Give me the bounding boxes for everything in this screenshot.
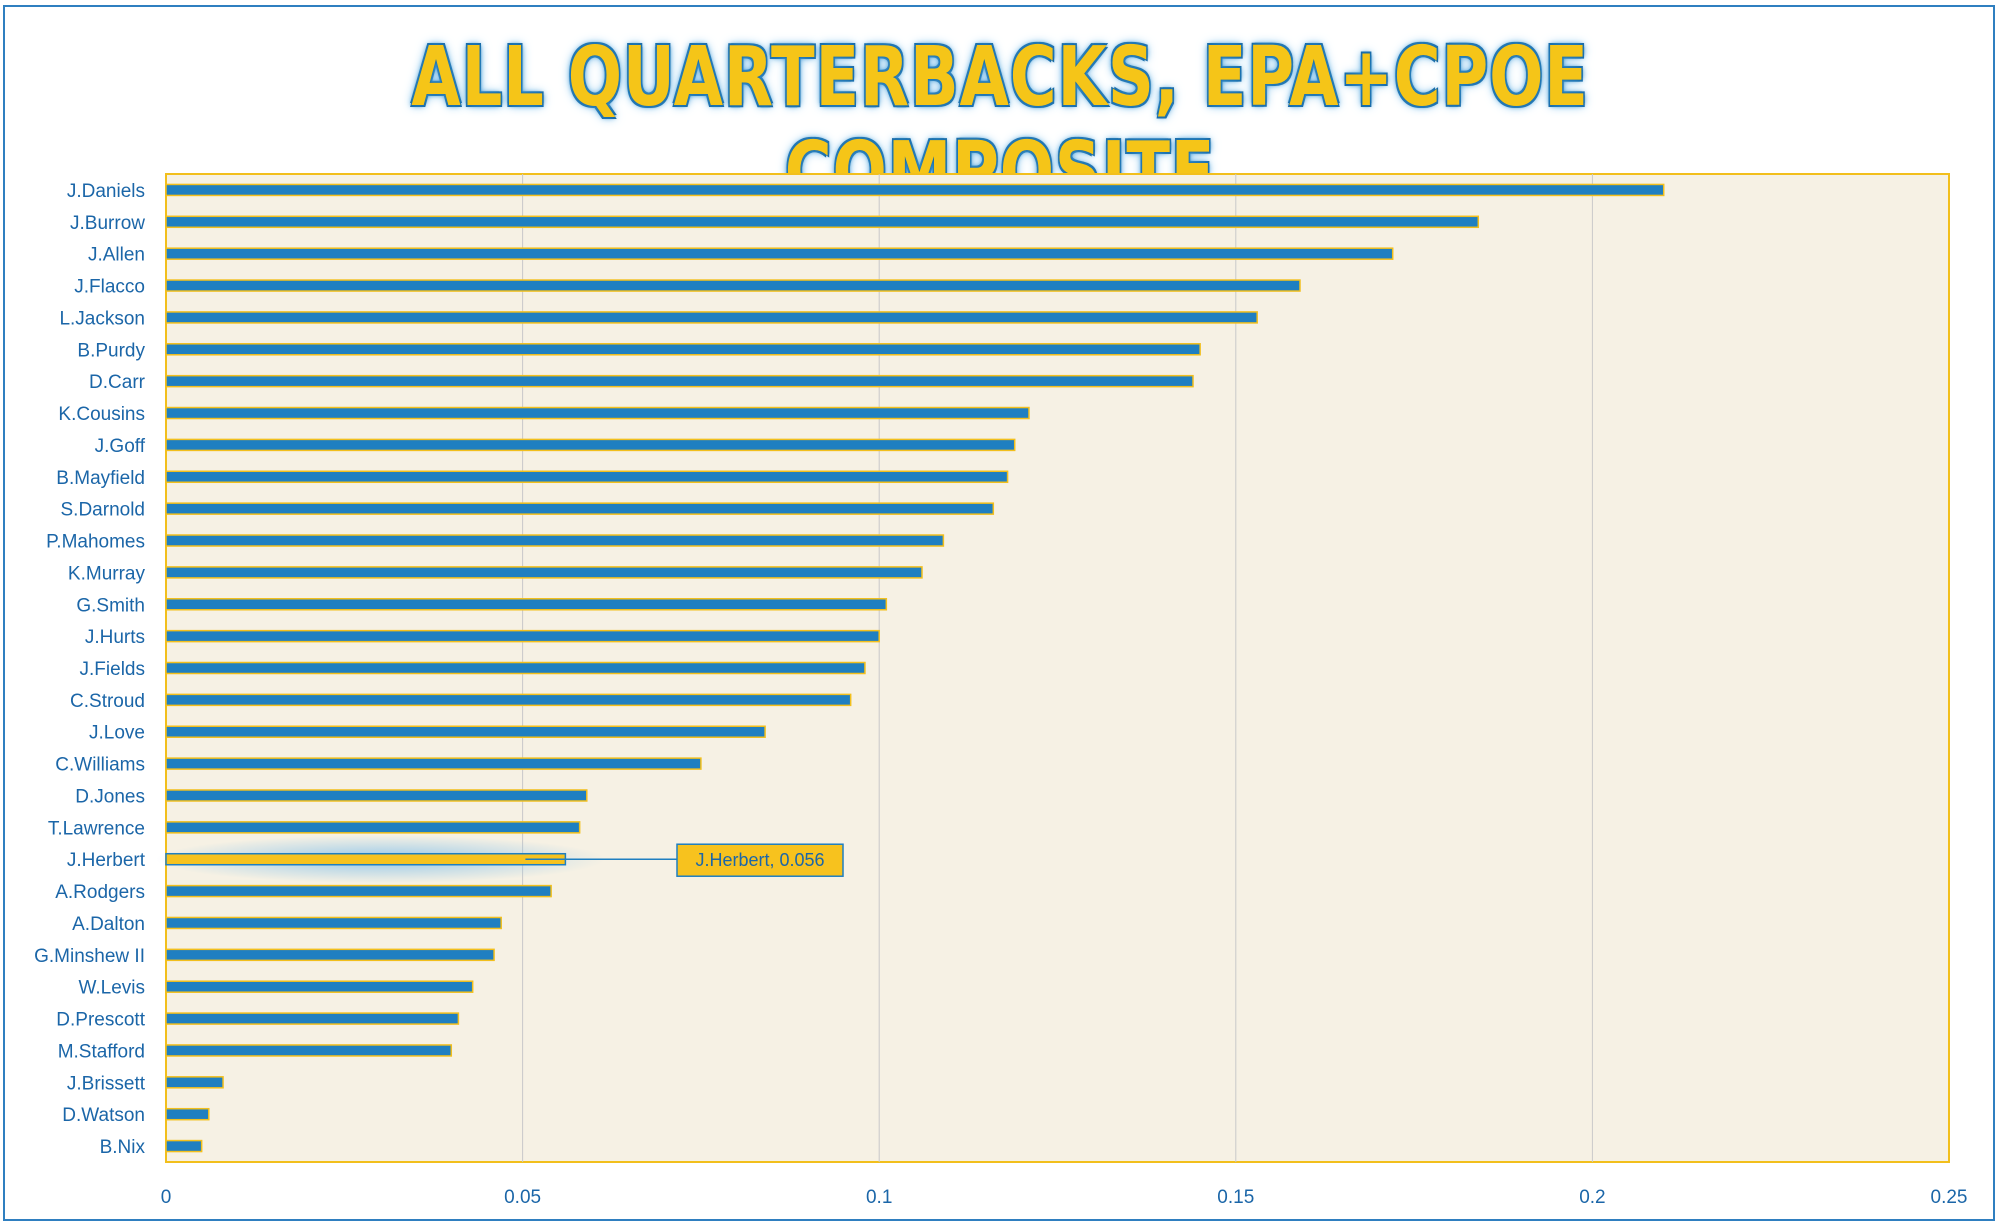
bar-g-minshew-ii — [165, 948, 495, 962]
category-label: J.Allen — [88, 245, 145, 266]
highlight-callout: J.Herbert, 0.056 — [525, 843, 844, 877]
bar-j-fields — [165, 661, 866, 675]
bar-j-brissett — [165, 1076, 224, 1089]
category-label: J.Brissett — [67, 1073, 146, 1094]
category-label: S.Darnold — [61, 500, 146, 521]
category-label: D.Carr — [89, 372, 146, 393]
bar-k-cousins — [165, 406, 1030, 420]
category-label: J.Fields — [80, 659, 145, 680]
category-label: W.Levis — [78, 978, 145, 999]
bar-j-hurts — [165, 629, 880, 643]
bar-s-darnold — [165, 502, 995, 515]
category-label: M.Stafford — [58, 1041, 145, 1062]
bar-j-daniels — [165, 183, 1665, 197]
callout-label: J.Herbert, 0.056 — [695, 850, 824, 870]
bar-j-love — [165, 725, 766, 738]
category-label: C.Stroud — [70, 691, 145, 712]
bar-g-smith — [165, 598, 888, 611]
x-tick-label: 0.15 — [1217, 1187, 1254, 1208]
bar-t-lawrence — [165, 821, 581, 834]
category-label: J.Hurts — [85, 627, 145, 648]
x-tick-label: 0.1 — [866, 1187, 892, 1208]
bar-b-nix — [165, 1139, 203, 1153]
bar-k-murray — [165, 566, 923, 579]
bar-b-mayfield — [165, 470, 1009, 484]
bar-b-purdy — [165, 343, 1201, 356]
gridlines — [522, 174, 1593, 1162]
category-label: J.Flacco — [74, 277, 145, 298]
category-label: K.Murray — [68, 563, 146, 584]
category-label: D.Watson — [62, 1105, 145, 1126]
bar-j-allen — [165, 247, 1394, 260]
bar-w-levis — [165, 980, 474, 993]
bar-j-herbert — [165, 852, 567, 866]
bar-l-jackson — [165, 311, 1258, 324]
category-label: G.Smith — [76, 595, 145, 616]
category-label: A.Dalton — [72, 914, 145, 935]
bar-d-carr — [165, 374, 1194, 388]
category-labels: J.Daniels J.Burrow J.Allen J.Flacco L.Jackso… — [34, 181, 146, 1158]
category-label: G.Minshew II — [34, 946, 145, 967]
category-label: A.Rodgers — [55, 882, 145, 903]
bar-d-jones — [165, 789, 588, 802]
category-label: J.Burrow — [70, 213, 145, 234]
bar-m-stafford — [165, 1044, 453, 1057]
category-label: B.Nix — [100, 1137, 146, 1158]
x-axis-tick-labels: 0 0.05 0.1 0.15 0.2 0.25 — [161, 1187, 1968, 1208]
category-label: B.Mayfield — [56, 468, 145, 489]
x-tick-label: 0 — [161, 1187, 172, 1208]
category-label: D.Prescott — [56, 1010, 145, 1031]
x-tick-label: 0.25 — [1931, 1187, 1968, 1208]
bar-a-rodgers — [165, 884, 552, 898]
bar-d-prescott — [165, 1012, 460, 1025]
bar-c-stroud — [165, 693, 852, 707]
bars — [156, 183, 1665, 1153]
category-label: J.Love — [89, 723, 145, 744]
category-label: D.Jones — [75, 786, 145, 807]
category-label: B.Purdy — [77, 340, 145, 361]
category-label: J.Goff — [95, 436, 146, 457]
category-label: J.Daniels — [67, 181, 145, 202]
bar-j-burrow — [165, 215, 1480, 229]
bar-a-dalton — [165, 916, 502, 930]
category-label: K.Cousins — [58, 404, 145, 425]
bar-j-flacco — [165, 279, 1301, 292]
category-label: T.Lawrence — [48, 818, 145, 839]
category-label: C.Williams — [55, 755, 145, 776]
x-tick-label: 0.2 — [1579, 1187, 1605, 1208]
callout-box — [676, 843, 844, 877]
category-label: P.Mahomes — [46, 532, 145, 553]
category-label: L.Jackson — [59, 308, 145, 329]
x-tick-label: 0.05 — [504, 1187, 541, 1208]
bar-j-goff — [165, 438, 1016, 452]
bar-c-williams — [165, 757, 702, 770]
bar-d-watson — [165, 1107, 210, 1121]
category-label: J.Herbert — [67, 850, 146, 871]
bar-p-mahomes — [165, 534, 945, 547]
